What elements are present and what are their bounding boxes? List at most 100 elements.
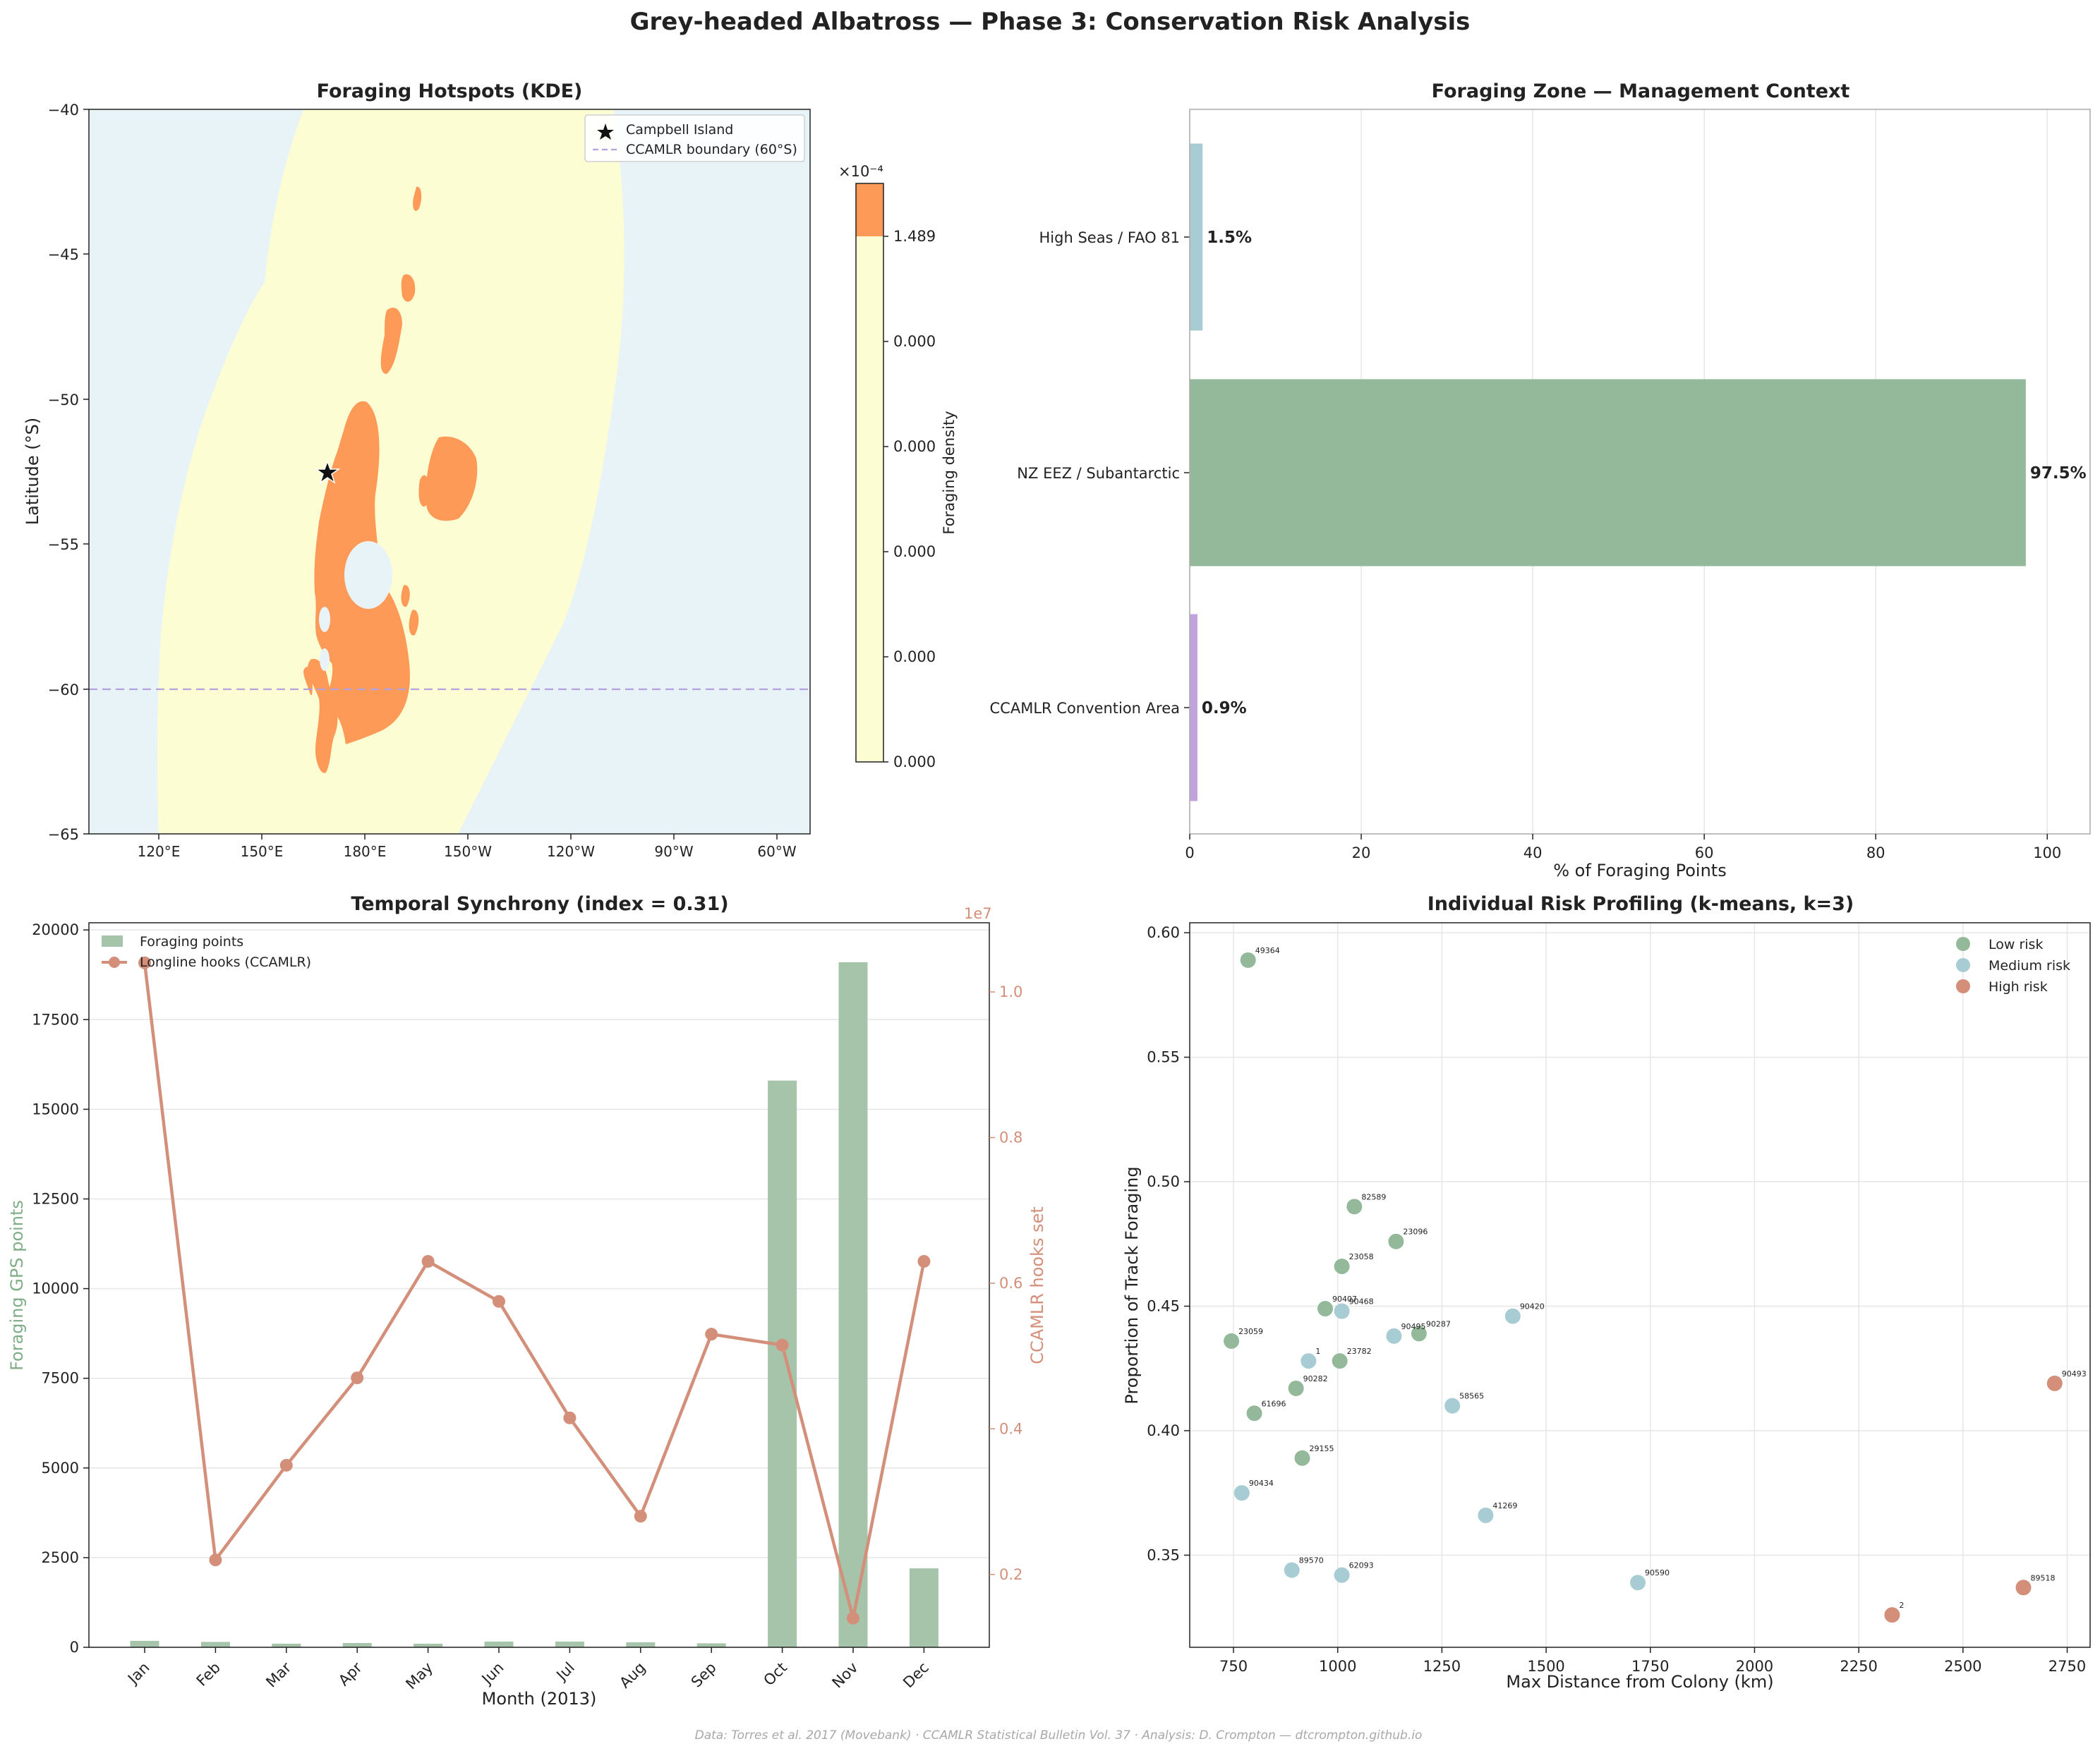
temporal-y-tick-label: 17500 — [32, 1011, 79, 1028]
risk-y-tick-label: 0.35 — [1147, 1546, 1180, 1563]
risk-point-label: 23096 — [1403, 1228, 1428, 1237]
temporal-y2-tick-label: 0.2 — [999, 1566, 1022, 1583]
panel-temporal-synchrony: Temporal Synchrony (index = 0.31) 0 2500… — [7, 893, 1047, 1709]
foraging-bar — [555, 1641, 584, 1647]
risk-point-label: 90468 — [1349, 1297, 1374, 1307]
temporal-y2-ticks: 0.2 0.4 0.6 0.8 1.0 — [999, 983, 1022, 1583]
hooks-point — [493, 1295, 505, 1308]
colorbar-tick-label: 0.000 — [893, 753, 936, 770]
month-tick-label: Sep — [688, 1659, 720, 1691]
temporal-x-axis-label: Month (2013) — [482, 1689, 597, 1709]
risk-point-medium — [1444, 1398, 1461, 1414]
foraging-bar — [272, 1643, 301, 1647]
temporal-bars — [130, 962, 939, 1653]
risk-point-label: 90495 — [1401, 1322, 1425, 1331]
risk-point-label: 23059 — [1238, 1327, 1263, 1336]
month-tick-label: Dec — [900, 1659, 932, 1692]
zone-x-tick-label: 100 — [2033, 844, 2061, 861]
campbell-island-marker — [314, 459, 341, 484]
hooks-point — [351, 1371, 364, 1385]
zone-title: Foraging Zone — Management Context — [1432, 80, 1850, 102]
temporal-title: Temporal Synchrony (index = 0.31) — [351, 893, 728, 915]
figure-title: Grey-headed Albatross — Phase 3: Conserv… — [630, 8, 1471, 36]
risk-point-label: 49364 — [1255, 946, 1280, 955]
foraging-bar — [696, 1643, 726, 1647]
map-y-tick-label: −50 — [48, 392, 79, 408]
month-tick-label: Apr — [335, 1659, 366, 1689]
risk-point-low — [1288, 1380, 1304, 1396]
risk-point-low — [1388, 1233, 1404, 1249]
legend-low-risk: Low risk — [1989, 937, 2043, 952]
month-tick-label: Jul — [553, 1659, 578, 1685]
risk-x-axis-label: Max Distance from Colony (km) — [1506, 1672, 1773, 1692]
zone-bar — [1190, 143, 1203, 331]
hooks-line — [143, 962, 926, 1620]
risk-point-low — [1294, 1450, 1310, 1466]
legend-medium-risk-marker — [1956, 958, 1970, 972]
footer-credits: Data: Torres et al. 2017 (Movebank) · CC… — [695, 1728, 1423, 1743]
zone-x-tick-label: 40 — [1523, 844, 1543, 861]
risk-point-label: 89570 — [1299, 1556, 1324, 1565]
map-x-tick-label: 150°E — [241, 843, 284, 860]
map-y-ticks: −40 −45 −50 −55 −60 −65 — [48, 102, 89, 843]
risk-point-label: 89518 — [2030, 1573, 2055, 1582]
panel-hotspots: Foraging Hotspots (KDE) — [23, 80, 958, 860]
zone-value-label: 97.5% — [2030, 464, 2087, 483]
risk-point-label: 62093 — [1349, 1561, 1374, 1570]
map-legend: Campbell Island CCAMLR boundary (60°S) — [584, 114, 805, 162]
month-tick-label: Feb — [193, 1659, 224, 1690]
risk-point-label: 23058 — [1349, 1252, 1374, 1261]
risk-point-medium — [1233, 1485, 1250, 1501]
map-frame — [88, 109, 811, 835]
risk-point-label: 41269 — [1492, 1501, 1517, 1510]
month-tick-label: Jan — [123, 1659, 152, 1688]
colorbar-low-band — [856, 236, 883, 762]
month-tick-label: Nov — [829, 1659, 862, 1692]
risk-point-medium — [1478, 1507, 1494, 1523]
map-x-tick-label: 60°W — [757, 843, 796, 860]
map-x-tick-label: 90°W — [654, 843, 693, 860]
hooks-point — [138, 956, 151, 969]
month-tick-label: Jun — [478, 1659, 507, 1689]
colorbar-label: Foraging density — [941, 411, 958, 534]
risk-legend: Low risk Medium risk High risk — [1956, 937, 2070, 995]
kde-map — [89, 109, 810, 834]
map-y-tick-label: −45 — [48, 246, 79, 263]
risk-y-axis-label: Proportion of Track Foraging — [1122, 1166, 1142, 1404]
foraging-bar — [838, 962, 868, 1647]
risk-point-medium — [1301, 1353, 1317, 1369]
risk-point-label: 23782 — [1347, 1347, 1372, 1356]
risk-x-tick-label: 1750 — [1631, 1658, 1669, 1675]
map-y-tick-label: −40 — [48, 102, 79, 119]
risk-point-medium — [1386, 1328, 1402, 1344]
risk-x-ticks: 750 1000 1250 1500 1750 2000 2250 2500 2… — [1219, 1658, 2086, 1675]
temporal-y-tick-label: 7500 — [42, 1370, 79, 1387]
temporal-x-ticks: Jan Feb Mar Apr May Jun Jul Aug Sep Oct … — [123, 1659, 932, 1692]
risk-point-label: 90420 — [1520, 1302, 1545, 1311]
zone-x-tick-label: 80 — [1866, 844, 1885, 861]
temporal-y-tick-label: 20000 — [32, 921, 79, 938]
month-tick-label: May — [402, 1659, 436, 1693]
risk-x-tick-label: 750 — [1219, 1658, 1248, 1675]
legend-campbell-island: Campbell Island — [626, 122, 733, 138]
risk-point-low — [1346, 1199, 1363, 1215]
temporal-y-tick-label: 0 — [70, 1639, 79, 1656]
temporal-y2-tick-label: 0.8 — [999, 1129, 1022, 1146]
zone-x-axis-label: % of Foraging Points — [1553, 861, 1726, 880]
risk-point-label: 90282 — [1303, 1374, 1328, 1383]
temporal-y2-tick-label: 0.6 — [999, 1275, 1022, 1292]
risk-point-high — [2046, 1375, 2063, 1391]
risk-point-label: 29155 — [1310, 1444, 1334, 1453]
risk-point-low — [1334, 1259, 1350, 1275]
legend-bar-swatch — [102, 935, 123, 947]
risk-point-label: 90493 — [2062, 1369, 2087, 1379]
zone-category-label: NZ EEZ / Subantarctic — [1017, 465, 1180, 482]
panel-risk-profiling: Individual Risk Profiling (k-means, k=3)… — [1122, 893, 2091, 1692]
hooks-point — [421, 1254, 435, 1268]
map-y-tick-label: −65 — [48, 826, 79, 843]
zone-x-ticks: 0 20 40 60 80 100 — [1185, 844, 2061, 861]
risk-point-medium — [1334, 1567, 1350, 1583]
zone-bar — [1190, 614, 1197, 801]
